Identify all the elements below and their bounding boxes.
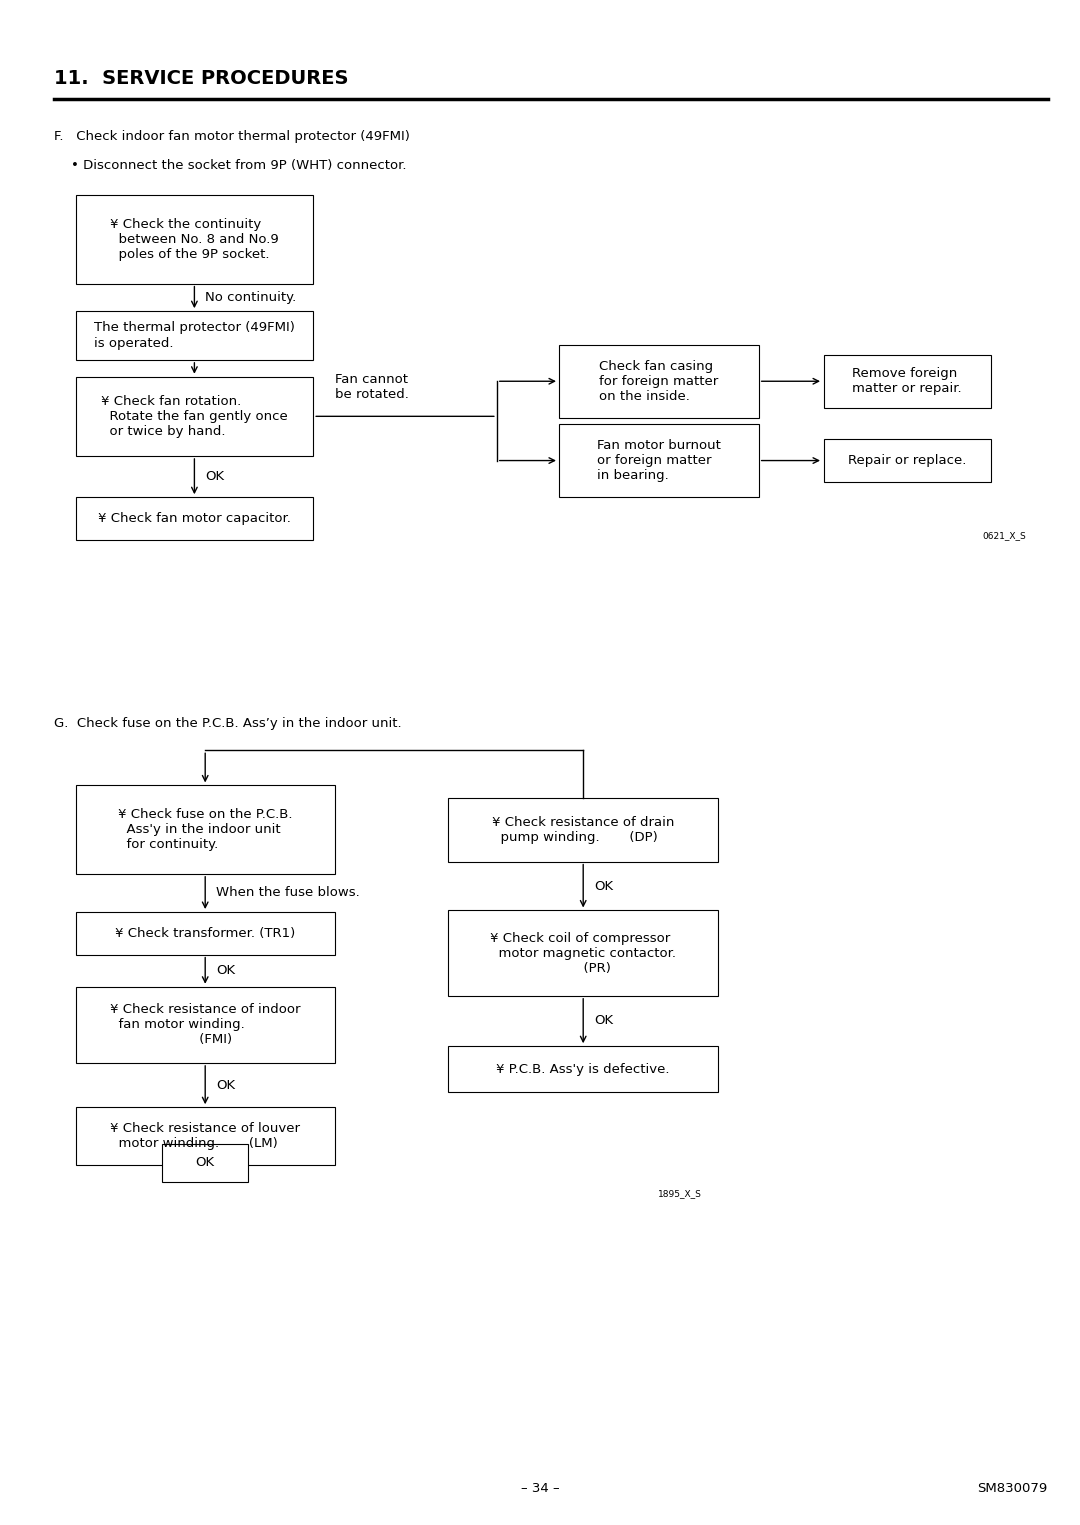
FancyBboxPatch shape bbox=[448, 1046, 718, 1092]
FancyBboxPatch shape bbox=[559, 424, 758, 497]
FancyBboxPatch shape bbox=[448, 798, 718, 862]
FancyBboxPatch shape bbox=[76, 377, 313, 456]
Text: ¥ Check fuse on the P.C.B.
  Ass'y in the indoor unit
  for continuity.: ¥ Check fuse on the P.C.B. Ass'y in the … bbox=[118, 808, 293, 851]
FancyBboxPatch shape bbox=[76, 195, 313, 284]
Text: Fan motor burnout
or foreign matter
in bearing.: Fan motor burnout or foreign matter in b… bbox=[597, 439, 720, 482]
FancyBboxPatch shape bbox=[76, 1107, 335, 1165]
Text: No continuity.: No continuity. bbox=[205, 291, 296, 303]
Text: F.   Check indoor fan motor thermal protector (49FMI): F. Check indoor fan motor thermal protec… bbox=[54, 130, 410, 143]
Text: 0621_X_S: 0621_X_S bbox=[982, 531, 1026, 540]
Text: – 34 –: – 34 – bbox=[521, 1481, 559, 1494]
FancyBboxPatch shape bbox=[76, 311, 313, 360]
Text: SM830079: SM830079 bbox=[977, 1481, 1048, 1494]
Text: 11.  SERVICE PROCEDURES: 11. SERVICE PROCEDURES bbox=[54, 69, 349, 87]
FancyBboxPatch shape bbox=[76, 785, 335, 874]
Text: ¥ Check resistance of drain
  pump winding.       (DP): ¥ Check resistance of drain pump winding… bbox=[492, 816, 674, 843]
FancyBboxPatch shape bbox=[76, 912, 335, 955]
Text: OK: OK bbox=[594, 1014, 613, 1028]
Text: OK: OK bbox=[195, 1156, 215, 1170]
Text: ¥ P.C.B. Ass'y is defective.: ¥ P.C.B. Ass'y is defective. bbox=[497, 1063, 670, 1075]
Text: Fan cannot
be rotated.: Fan cannot be rotated. bbox=[335, 374, 408, 401]
Text: ¥ Check fan rotation.
  Rotate the fan gently once
  or twice by hand.: ¥ Check fan rotation. Rotate the fan gen… bbox=[102, 395, 287, 438]
Text: Remove foreign
matter or repair.: Remove foreign matter or repair. bbox=[852, 368, 962, 395]
Text: ¥ Check fan motor capacitor.: ¥ Check fan motor capacitor. bbox=[98, 512, 291, 525]
Text: OK: OK bbox=[216, 1078, 235, 1092]
Text: OK: OK bbox=[205, 470, 225, 483]
FancyBboxPatch shape bbox=[76, 987, 335, 1063]
Text: ¥ Check resistance of indoor
  fan motor winding.
                     (FMI): ¥ Check resistance of indoor fan motor w… bbox=[110, 1003, 300, 1046]
Text: When the fuse blows.: When the fuse blows. bbox=[216, 886, 360, 900]
FancyBboxPatch shape bbox=[76, 497, 313, 540]
Text: 1895_X_S: 1895_X_S bbox=[658, 1190, 702, 1199]
Text: G.  Check fuse on the P.C.B. Ass’y in the indoor unit.: G. Check fuse on the P.C.B. Ass’y in the… bbox=[54, 717, 402, 730]
FancyBboxPatch shape bbox=[824, 355, 991, 407]
Text: OK: OK bbox=[216, 964, 235, 978]
Text: Check fan casing
for foreign matter
on the inside.: Check fan casing for foreign matter on t… bbox=[599, 360, 718, 403]
Text: Repair or replace.: Repair or replace. bbox=[848, 454, 967, 467]
Text: • Disconnect the socket from 9P (WHT) connector.: • Disconnect the socket from 9P (WHT) co… bbox=[54, 159, 406, 172]
FancyBboxPatch shape bbox=[824, 439, 991, 482]
FancyBboxPatch shape bbox=[162, 1144, 248, 1182]
Text: ¥ Check resistance of louver
  motor winding.       (LM): ¥ Check resistance of louver motor windi… bbox=[110, 1122, 300, 1150]
FancyBboxPatch shape bbox=[559, 345, 758, 418]
Text: ¥ Check transformer. (TR1): ¥ Check transformer. (TR1) bbox=[116, 927, 295, 939]
Text: ¥ Check coil of compressor
  motor magnetic contactor.
                      (PR: ¥ Check coil of compressor motor magneti… bbox=[490, 932, 676, 974]
Text: The thermal protector (49FMI)
is operated.: The thermal protector (49FMI) is operate… bbox=[94, 322, 295, 349]
FancyBboxPatch shape bbox=[448, 910, 718, 996]
Text: ¥ Check the continuity
  between No. 8 and No.9
  poles of the 9P socket.: ¥ Check the continuity between No. 8 and… bbox=[110, 218, 279, 261]
Text: OK: OK bbox=[594, 880, 613, 892]
